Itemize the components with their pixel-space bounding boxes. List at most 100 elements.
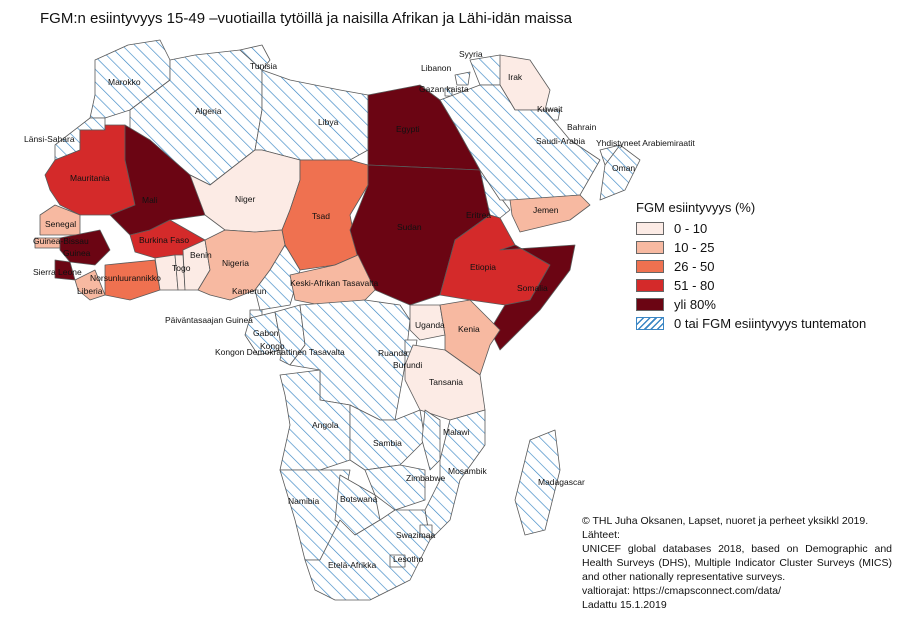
country-label: Benin <box>190 250 212 260</box>
country-label: Jemen <box>533 205 559 215</box>
legend-item: 0 - 10 <box>636 219 866 238</box>
country-label: Oman <box>612 163 635 173</box>
country-ivory-coast <box>104 259 161 301</box>
country-label: Madagascar <box>538 477 585 487</box>
country-label: Togo <box>172 263 191 273</box>
country-label: Kongon Demokraattinen Tasavalta <box>215 347 345 357</box>
country-label: Ruanda <box>378 348 408 358</box>
country-label: Nigeria <box>222 258 249 268</box>
country-label: Etiopia <box>470 262 496 272</box>
country-label: Mauritania <box>70 173 110 183</box>
country-label: Libanon <box>421 63 452 73</box>
country-uganda <box>409 304 446 341</box>
country-label: Somalia <box>517 283 548 293</box>
source-footer: © THL Juha Oksanen, Lapset, nuoret ja pe… <box>582 514 892 612</box>
country-label: Päiväntasaajan Guinea <box>165 315 253 325</box>
country-malawi <box>421 409 441 471</box>
footer-sources-heading: Lähteet: <box>582 529 620 541</box>
country-label: Kenia <box>458 324 480 334</box>
country-label: Lesotho <box>393 554 424 564</box>
legend: FGM esiintyvyys (%) 0 - 10 10 - 25 26 - 50… <box>636 200 866 333</box>
country-label: Tansania <box>429 377 463 387</box>
country-label: Guinea-Bissau <box>33 236 89 246</box>
country-label: Liberia <box>77 286 103 296</box>
country-label: Gabon <box>253 328 279 338</box>
country-label: Burkina Faso <box>139 235 189 245</box>
country-label: Keski-Afrikan Tasavalta <box>290 278 378 288</box>
country-label: Yhdistyneet Arabiemiraatit <box>596 138 695 148</box>
country-guinea <box>59 229 111 266</box>
legend-title: FGM esiintyvyys (%) <box>636 200 756 215</box>
legend-label: yli 80% <box>674 297 716 312</box>
legend-label: 10 - 25 <box>674 240 715 255</box>
country-label: Sudan <box>397 222 422 232</box>
country-label: Saudi-Arabia <box>536 136 585 146</box>
country-label: Sambia <box>373 438 402 448</box>
legend-item: 26 - 50 <box>636 257 866 276</box>
country-label: Angola <box>312 420 339 430</box>
legend-item: yli 80% <box>636 295 866 314</box>
country-lebanon <box>454 71 471 86</box>
country-label: Syyria <box>459 49 483 59</box>
country-label: Swazimaa <box>396 530 435 540</box>
country-label: Malawi <box>443 427 470 437</box>
legend-label: 0 - 10 <box>674 221 708 236</box>
country-label: Niger <box>235 194 255 204</box>
country-label: Burundi <box>393 360 422 370</box>
country-saudi-arabia <box>439 84 601 201</box>
country-label: Irak <box>508 72 523 82</box>
map-title: FGM:n esiintyvyys 15-49 –vuotiailla tytö… <box>40 10 572 27</box>
country-tunisia <box>239 44 271 71</box>
country-swaziland <box>419 524 433 538</box>
country-libya <box>254 69 369 161</box>
country-label: Mali <box>142 195 158 205</box>
legend-swatch <box>636 222 664 235</box>
country-label: Bahrain <box>567 122 597 132</box>
country-label: Tunisia <box>250 61 277 71</box>
country-label: Botswana <box>340 494 378 504</box>
country-label: Libya <box>318 117 339 127</box>
footer-borders-source: valtiorajat: https://cmapsconnect.com/da… <box>582 585 782 597</box>
legend-label: 0 tai FGM esiintyvyys tuntematon <box>674 316 867 331</box>
country-label: Algeria <box>195 106 222 116</box>
country-label: Senegal <box>45 219 76 229</box>
country-label: Guinea <box>63 248 91 258</box>
country-gabon <box>244 311 283 356</box>
legend-swatch <box>636 279 664 292</box>
country-senegal <box>39 204 81 236</box>
country-kenya <box>439 299 501 376</box>
country-south-africa <box>304 509 431 601</box>
country-label: Uganda <box>415 320 445 330</box>
country-label: Norsunluurannikko <box>90 273 161 283</box>
legend-swatch <box>636 260 664 273</box>
country-lesotho <box>389 554 406 568</box>
country-label: Kuwait <box>537 104 563 114</box>
country-label: Egypti <box>396 124 420 134</box>
country-label: Zimbabwe <box>406 473 445 483</box>
country-label: Sierra Leone <box>33 267 82 277</box>
country-label: Gazan kaista <box>419 84 469 94</box>
legend-label: 26 - 50 <box>674 259 715 274</box>
footer-copyright: © THL Juha Oksanen, Lapset, nuoret ja pe… <box>582 515 869 527</box>
footer-source-unicef: UNICEF global databases 2018, based on D… <box>582 543 892 583</box>
legend-label: 51 - 80 <box>674 278 715 293</box>
country-label: Eritrea <box>466 210 491 220</box>
country-yemen <box>509 194 591 233</box>
legend-item: 10 - 25 <box>636 238 866 257</box>
country-label: Länsi-Sahara <box>24 134 75 144</box>
country-label: Kongo <box>260 341 285 351</box>
country-mozambique <box>424 409 486 541</box>
country-oman <box>599 144 641 201</box>
country-label: Etelä-Afrikka <box>328 560 376 570</box>
legend-swatch <box>636 298 664 311</box>
country-label: Marokko <box>108 77 141 87</box>
country-label: Kamerun <box>232 286 267 296</box>
legend-item: 51 - 80 <box>636 276 866 295</box>
country-angola <box>279 369 351 471</box>
footer-download-date: Ladattu 15.1.2019 <box>582 599 667 611</box>
country-madagascar <box>514 429 561 536</box>
legend-swatch <box>636 317 664 330</box>
country-liberia <box>74 269 106 301</box>
country-car <box>289 254 376 306</box>
